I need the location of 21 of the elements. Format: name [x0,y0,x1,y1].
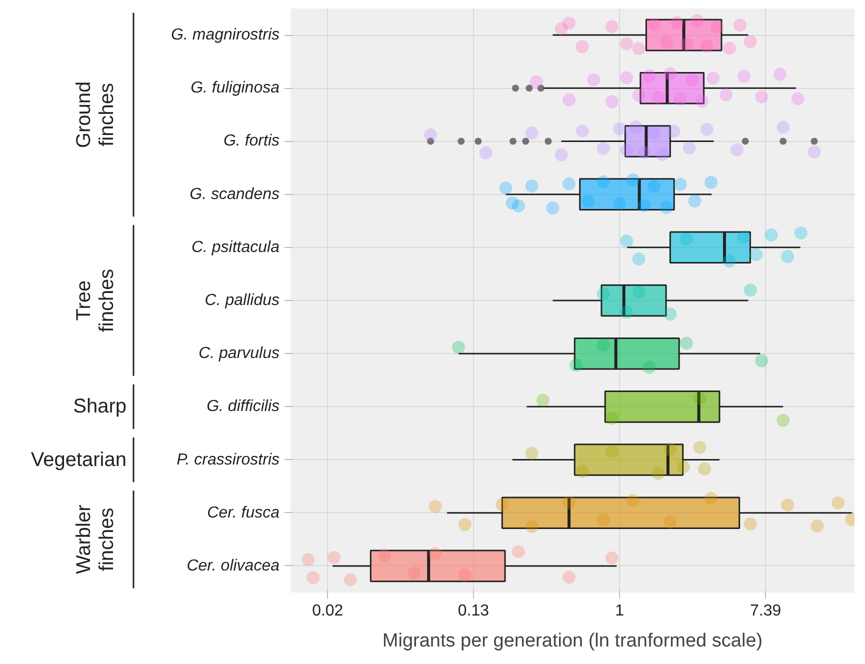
x-tick-label: 7.39 [750,602,782,620]
y-tick-label: G. magnirostris [171,26,280,44]
text: Sharp [73,396,127,418]
y-tick-label: G. scandens [190,186,280,203]
x-tick-label: 1 [615,602,624,620]
x-axis-title: Migrants per generation (ln tranformed scale) [382,630,763,652]
y-tick-label: Cer. fusca [207,504,280,522]
y-tick-label: G. fortis [223,132,280,150]
text: Vegetarian [30,448,127,471]
y-tick-label: G. difficilis [206,398,280,416]
y-tick-label: G. fuliginosa [190,80,280,97]
x-tick-label: 0.02 [312,602,344,620]
y-tick-label: P. crassirostris [176,451,280,468]
y-tick-label: C. parvulus [198,345,280,362]
y-tick-label: C. psittacula [191,238,280,256]
x-tick-label: 0.13 [458,602,490,620]
y-tick-label: C. pallidus [204,292,280,309]
text: Warbler finches [73,504,118,574]
text: Tree finches [73,268,118,332]
text: Ground finches [73,81,118,148]
y-tick-label: Cer. olivacea [186,557,280,574]
